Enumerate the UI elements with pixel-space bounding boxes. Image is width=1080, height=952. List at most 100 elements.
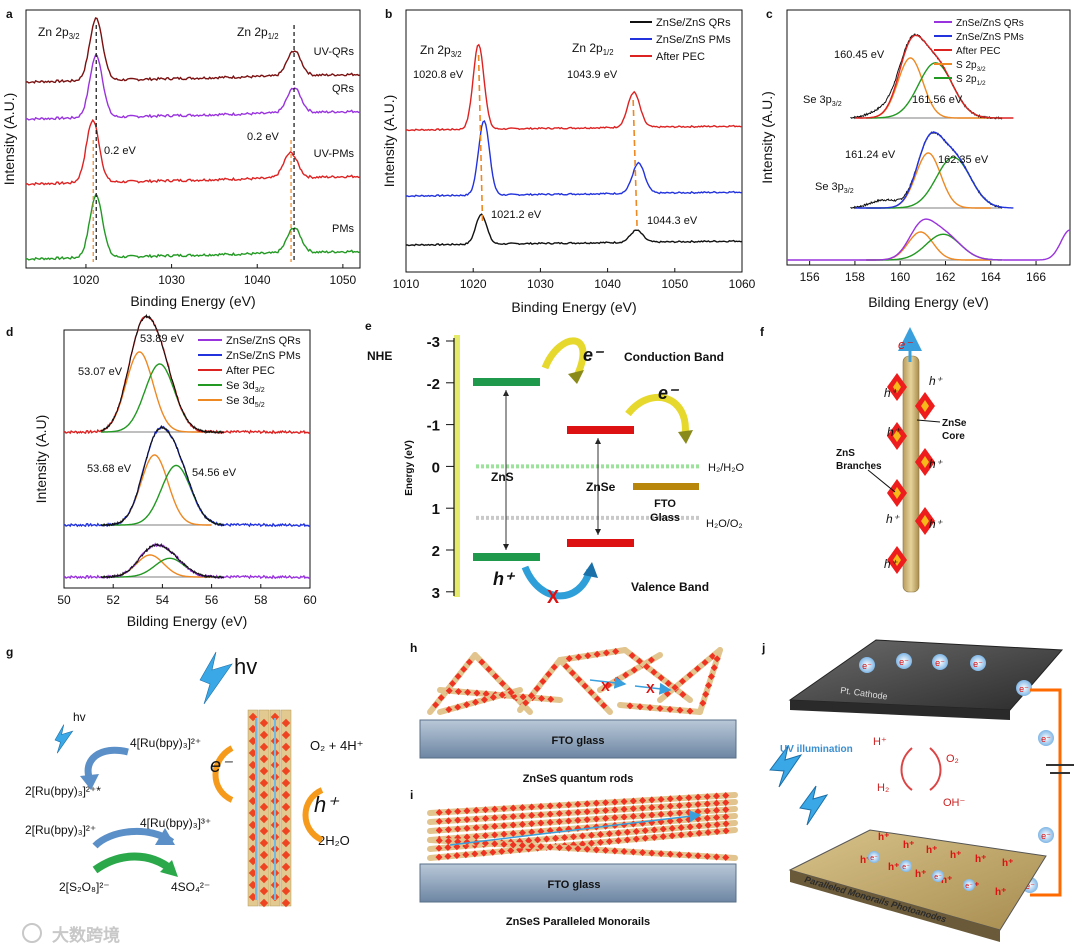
panel-d-frame bbox=[63, 329, 311, 589]
panel-f-core-label: ZnSe bbox=[942, 418, 967, 429]
panel-i-rod-branch bbox=[500, 830, 508, 838]
panel-i-caption: ZnSeS Paralleled Monorails bbox=[506, 916, 650, 928]
panel-i-rod-branch bbox=[507, 847, 515, 855]
panel-j-electron: e⁻ bbox=[973, 659, 983, 669]
panel-f-core-label: Core bbox=[942, 431, 965, 442]
panel-g-rod-branch bbox=[259, 862, 269, 872]
panel-h-rod-branch bbox=[701, 658, 709, 667]
x-tick-label: 1040 bbox=[244, 273, 271, 287]
panel-e-electron: e⁻ bbox=[658, 383, 680, 403]
panel-i-rod-branch bbox=[722, 820, 730, 828]
panel-e-fto-level bbox=[633, 483, 699, 490]
panel-b-peak2: Zn 2p1/2 bbox=[572, 41, 614, 57]
panel-i-rod-branch bbox=[641, 834, 649, 842]
panel-g-rod-branch bbox=[259, 742, 269, 752]
panel-g-rod-branch bbox=[259, 850, 269, 860]
panel-e-electron: e⁻ bbox=[583, 345, 605, 365]
panel-j-electron-ball bbox=[970, 655, 986, 671]
panel-a-curve bbox=[25, 54, 361, 121]
panel-i-rod-branch bbox=[632, 835, 640, 843]
panel-d-legend-label: ZnSe/ZnS PMs bbox=[226, 350, 301, 362]
panel-h-letter: h bbox=[410, 641, 417, 655]
panel-f-hole: h⁺ bbox=[929, 374, 944, 388]
panel-i-rod-branch bbox=[629, 848, 637, 856]
panel-h-rod-branch bbox=[522, 699, 530, 707]
panel-h-rod-branch bbox=[454, 688, 462, 696]
panel-b-e3: 1021.2 eV bbox=[491, 209, 542, 221]
x-tick-label: 1030 bbox=[527, 277, 554, 291]
panel-g-h2o: 2H₂O bbox=[318, 833, 350, 848]
panel-i-rod-branch bbox=[592, 799, 600, 807]
panel-i-rod-branch bbox=[578, 832, 587, 840]
panel-i-rod-branch bbox=[620, 847, 628, 855]
panel-f-hole: h⁺ bbox=[929, 517, 944, 531]
panel-b-ylabel: Intensity (A.U.) bbox=[381, 95, 397, 188]
panel-c-legend-label: After PEC bbox=[956, 46, 1000, 57]
panel-i-rod-branch bbox=[676, 851, 684, 859]
panel-i-rod-branch bbox=[629, 805, 637, 813]
panel-h-rod-branch bbox=[454, 703, 462, 711]
panel-i-rod-branch bbox=[676, 816, 684, 824]
panel-f-hole: h⁺ bbox=[884, 386, 899, 400]
panel-g-letter: g bbox=[6, 645, 13, 659]
panel-g-rod-branch bbox=[259, 874, 269, 884]
panel-h-rod-branch bbox=[636, 703, 644, 711]
panel-e-curved-arrow bbox=[625, 393, 689, 437]
panel-e-h2-label: H₂/H₂O bbox=[708, 462, 744, 474]
panel-i-rod-branch bbox=[722, 853, 730, 861]
panel-i-rod-branch bbox=[592, 815, 600, 823]
panel-e-axis-label: Energy (eV) bbox=[404, 440, 415, 496]
panel-i-rod-branch bbox=[676, 809, 684, 817]
panel-c-se1: Se 3p3/2 bbox=[803, 94, 842, 108]
panel-i-rod-branch bbox=[677, 831, 685, 839]
panel-h-arrow bbox=[634, 682, 672, 695]
panel-i-rod-branch bbox=[592, 846, 600, 854]
panel-h-rod-branch bbox=[473, 689, 481, 697]
panel-i-rod-branch bbox=[444, 826, 453, 834]
panel-j-electron: e⁻ bbox=[934, 874, 942, 881]
panel-h-rod-branch bbox=[650, 668, 658, 676]
panel-h-rod-branch bbox=[550, 663, 558, 671]
panel-i-rod-branch bbox=[611, 798, 619, 806]
panel-i-rod bbox=[427, 813, 738, 843]
panel-j-uv-label: UV illumination bbox=[780, 744, 853, 755]
panel-b-curve bbox=[405, 119, 743, 198]
x-tick-label: 156 bbox=[800, 270, 820, 284]
panel-d-ylabel: Intensity (A.U) bbox=[33, 415, 49, 504]
panel-h-rod-branch bbox=[671, 683, 679, 692]
panel-i-rod-branch bbox=[481, 823, 489, 831]
panel-b-letter: b bbox=[385, 7, 392, 21]
panel-h-rod-branch bbox=[710, 664, 718, 672]
panel-c-fit-s32 bbox=[866, 231, 991, 261]
panel-j-hole: h⁺ bbox=[1002, 858, 1013, 869]
panel-j-hole: h⁺ bbox=[915, 869, 926, 880]
watermark-text: 大数跨境 bbox=[52, 925, 120, 945]
panel-g-rod-branch bbox=[281, 874, 291, 884]
panel-i-rod-branch bbox=[518, 841, 526, 849]
panel-h-rod-branch bbox=[445, 706, 453, 714]
panel-i-rod-branch bbox=[453, 851, 461, 860]
panel-e-curved-arrow bbox=[541, 337, 587, 382]
panel-g-rod-branch bbox=[281, 838, 291, 848]
panel-d-legend-label: Se 3d5/2 bbox=[226, 395, 265, 409]
panel-j-cathode-edge bbox=[790, 700, 1010, 720]
panel-e-hole: h⁺ bbox=[493, 569, 516, 589]
panel-i-rod-branch bbox=[639, 812, 647, 820]
panel-h-rod-branch bbox=[538, 694, 546, 702]
panel-i-rod-branch bbox=[537, 827, 545, 835]
panel-b-e4: 1044.3 eV bbox=[647, 215, 698, 227]
panel-e-arrowhead bbox=[583, 562, 598, 578]
panel-e-axis-bar bbox=[454, 335, 460, 597]
panel-i-rod-branch bbox=[657, 795, 665, 803]
panel-h-rod-branch bbox=[699, 699, 707, 707]
panel-i-rod-branch bbox=[481, 806, 489, 814]
panel-b-e2: 1043.9 eV bbox=[567, 69, 618, 81]
panel-f-branch-label: Branches bbox=[836, 461, 882, 472]
panel-i-rod-branch bbox=[695, 822, 703, 830]
panel-i-rod-branch bbox=[704, 828, 712, 837]
panel-i-rod-branch bbox=[509, 821, 517, 829]
panel-h-rod-branch bbox=[498, 691, 506, 699]
panel-i-rod-branch bbox=[444, 817, 453, 825]
panel-h-rod-branch bbox=[492, 672, 500, 680]
panel-j-h2: H₂ bbox=[877, 782, 889, 794]
